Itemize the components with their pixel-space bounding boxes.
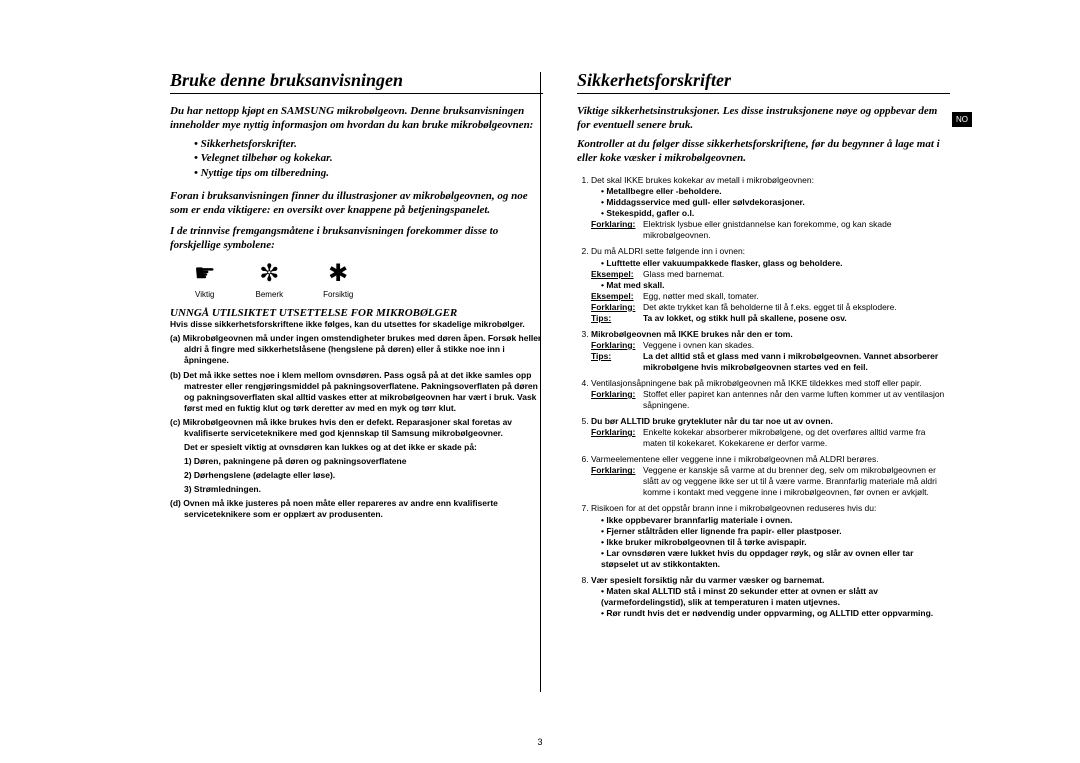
symbol-label: Viktig (194, 290, 216, 299)
safety-item-5: Du bør ALLTID bruke grytekluter når du t… (591, 416, 950, 449)
symbol-label: Forsiktig (323, 290, 353, 299)
left-para1: Foran i bruksanvisningen finner du illus… (170, 189, 543, 218)
right-intro1: Viktige sikkerhetsinstruksjoner. Les dis… (577, 104, 950, 133)
page-content: Bruke denne bruksanvisningen Du har nett… (170, 70, 950, 710)
left-title: Bruke denne bruksanvisningen (170, 70, 543, 94)
sub-item: Lufttette eller vakuumpakkede flasker, g… (601, 258, 950, 269)
sub-item: Rør rundt hvis det er nødvendig under op… (601, 608, 950, 619)
language-tab: NO (952, 112, 972, 127)
pointing-hand-icon: ☛ (194, 262, 216, 286)
caution-heading: UNNGÅ UTILSIKTET UTSETTELSE FOR MIKROBØL… (170, 307, 543, 319)
symbol-caution: ✱ Forsiktig (323, 262, 353, 299)
sub-item: Metallbegre eller -beholdere. (601, 186, 950, 197)
item-c: (c) Mikrobølgeovnen må ikke brukes hvis … (184, 417, 543, 439)
item-a: (a) Mikrobølgeovnen må under ingen omste… (184, 333, 543, 366)
sub-item: Mat med skall. (601, 280, 950, 291)
sub-item: Maten skal ALLTID stå i minst 20 sekunde… (601, 586, 950, 608)
right-column: Sikkerhetsforskrifter Viktige sikkerhets… (569, 70, 950, 710)
bullet: Sikkerhetsforskrifter. (194, 137, 543, 152)
safety-item-2: Du må ALDRI sette følgende inn i ovnen: … (591, 246, 950, 323)
warn-intro: Hvis disse sikkerhetsforskriftene ikke f… (170, 319, 543, 330)
safety-list: Det skal IKKE brukes kokekar av metall i… (577, 175, 950, 619)
sub-item: Ikke oppbevarer brannfarlig materiale i … (601, 515, 950, 526)
symbol-legend: ☛ Viktig ✼ Bemerk ✱ Forsiktig (194, 262, 543, 299)
item-d: (d) Ovnen må ikke justeres på noen måte … (184, 498, 543, 520)
bullet: Nyttige tips om tilberedning. (194, 166, 543, 181)
right-intro2: Kontroller at du følger disse sikkerhets… (577, 137, 950, 166)
symbol-label: Bemerk (256, 290, 284, 299)
page-number: 3 (537, 737, 542, 747)
intro-bullets: Sikkerhetsforskrifter. Velegnet tilbehør… (194, 137, 543, 182)
safety-item-4: Ventilasjonsåpningene bak på mikrobølgeo… (591, 378, 950, 411)
item-c-extra: Det er spesielt viktig at ovnsdøren kan … (184, 442, 543, 453)
note-icon: ✼ (256, 262, 284, 286)
sub-item: Lar ovnsdøren være lukket hvis du oppdag… (601, 548, 950, 570)
sub-item: Ikke bruker mikrobølgeovnen til å tørke … (601, 537, 950, 548)
item-b: (b) Det må ikke settes noe i klem mellom… (184, 370, 543, 414)
safety-item-1: Det skal IKKE brukes kokekar av metall i… (591, 175, 950, 241)
item-c-2: 2) Dørhengslene (ødelagte eller løse). (184, 470, 543, 481)
bullet: Velegnet tilbehør og kokekar. (194, 151, 543, 166)
safety-item-7: Risikoen for at det oppstår brann inne i… (591, 503, 950, 569)
symbol-note: ✼ Bemerk (256, 262, 284, 299)
left-para2: I de trinnvise fremgangsmåtene i bruksan… (170, 224, 543, 253)
sub-item: Middagsservice med gull- eller sølvdekor… (601, 197, 950, 208)
sub-item: Stekespidd, gafler o.l. (601, 208, 950, 219)
asterisk-icon: ✱ (323, 262, 353, 286)
safety-item-8: Vær spesielt forsiktig når du varmer væs… (591, 575, 950, 619)
left-column: Bruke denne bruksanvisningen Du har nett… (170, 70, 551, 710)
item-c-3: 3) Strømledningen. (184, 484, 543, 495)
safety-item-3: Mikrobølgeovnen må IKKE brukes når den e… (591, 329, 950, 373)
sub-item: Fjerner ståltråden eller lignende fra pa… (601, 526, 950, 537)
item-c-1: 1) Døren, pakningene på døren og pakning… (184, 456, 543, 467)
right-title: Sikkerhetsforskrifter (577, 70, 950, 94)
safety-item-6: Varmeelementene eller veggene inne i mik… (591, 454, 950, 498)
warning-body: Hvis disse sikkerhetsforskriftene ikke f… (170, 319, 543, 520)
left-intro: Du har nettopp kjøpt en SAMSUNG mikrobøl… (170, 104, 543, 133)
symbol-important: ☛ Viktig (194, 262, 216, 299)
